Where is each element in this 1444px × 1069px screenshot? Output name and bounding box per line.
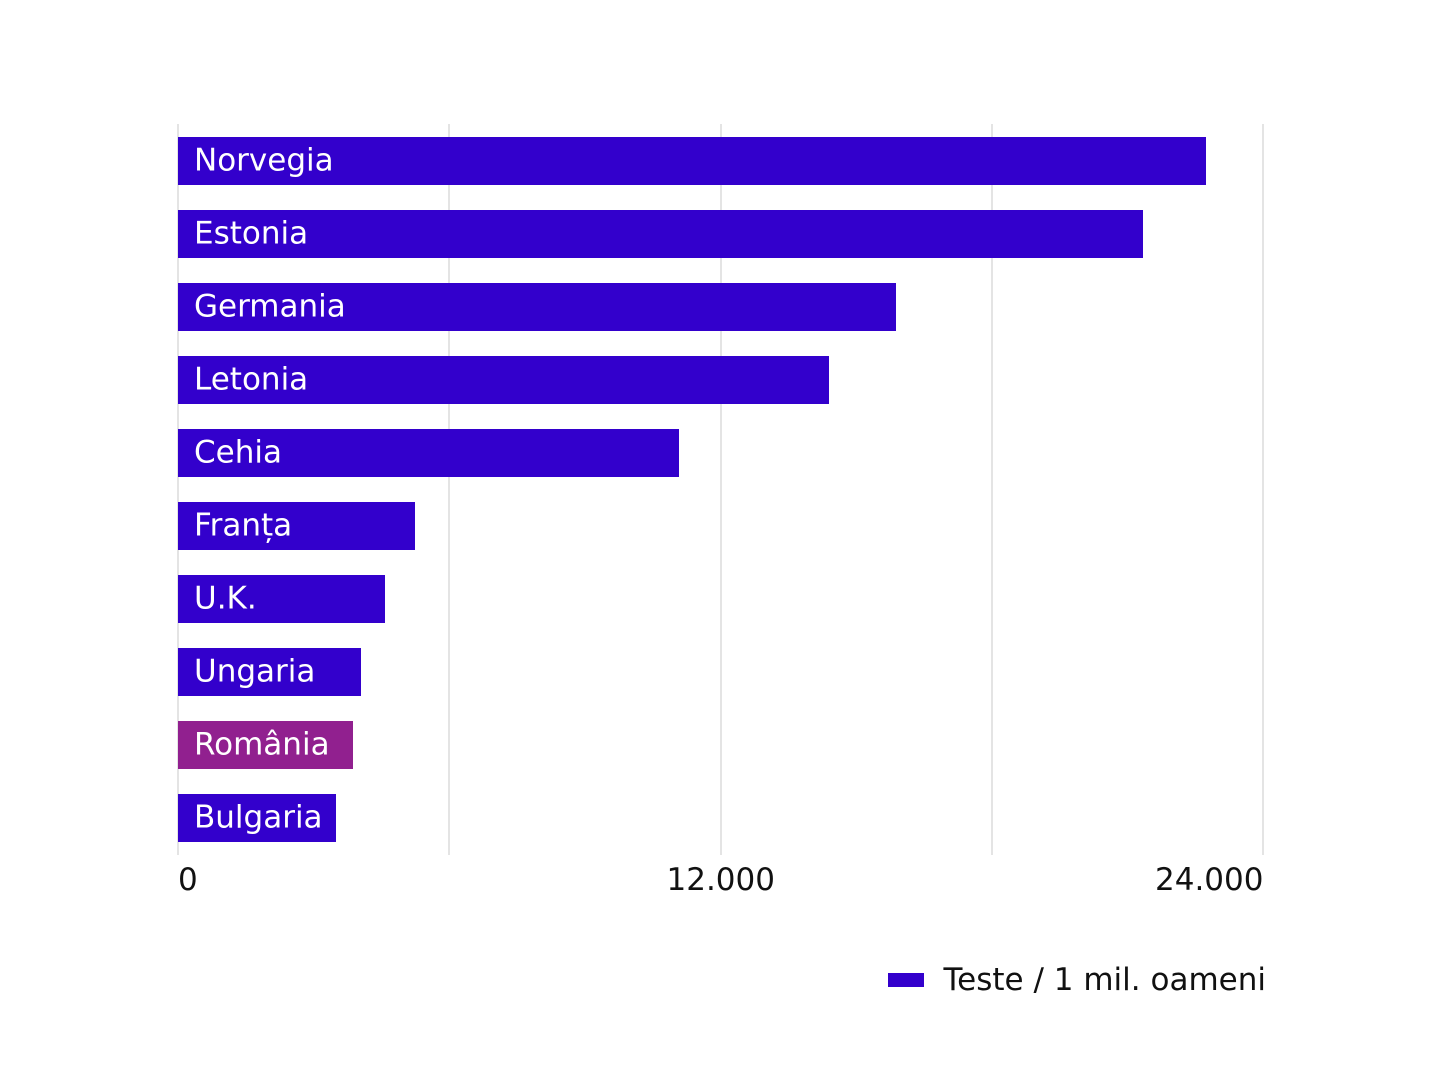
bar-franța: Franța (178, 502, 415, 550)
bar-bulgaria: Bulgaria (178, 794, 336, 842)
bar-label: Ungaria (194, 653, 316, 690)
legend-swatch (887, 973, 924, 987)
bar-label: România (194, 726, 330, 763)
bar-ungaria: Ungaria (178, 648, 362, 696)
bar-cehia: Cehia (178, 429, 679, 477)
legend: Teste / 1 mil. oameni (887, 962, 1266, 998)
bar-estonia: Estonia (178, 210, 1143, 258)
gridline (177, 124, 179, 855)
bar-label: U.K. (194, 580, 257, 617)
bar-label: Bulgaria (194, 799, 323, 836)
x-tick-label: 0 (178, 862, 198, 898)
bar-label: Letonia (194, 361, 309, 398)
legend-label: Teste / 1 mil. oameni (943, 962, 1266, 998)
bar-germania: Germania (178, 283, 896, 331)
bar-letonia: Letonia (178, 356, 829, 404)
x-tick-label: 12.000 (666, 862, 775, 898)
bar-label: Estonia (194, 215, 309, 252)
gridline (990, 124, 993, 855)
bar-label: Norvegia (194, 142, 334, 179)
gridline (719, 124, 722, 855)
gridline (1262, 124, 1264, 855)
x-tick-label: 24.000 (1155, 862, 1264, 898)
bar-label: Franța (194, 507, 293, 544)
bar-românia: România (178, 721, 353, 769)
bar-u-k-: U.K. (178, 575, 386, 623)
bar-label: Cehia (194, 434, 282, 471)
bar-norvegia: Norvegia (178, 137, 1207, 185)
bar-label: Germania (194, 288, 346, 325)
gridline (448, 124, 451, 855)
